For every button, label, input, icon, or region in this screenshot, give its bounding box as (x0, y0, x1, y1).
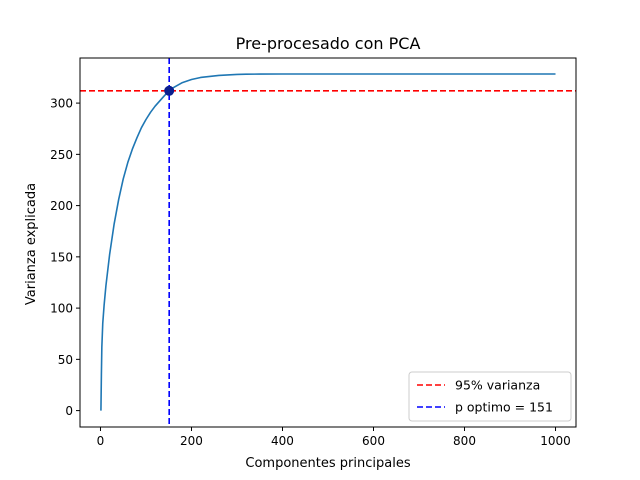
plot-content (80, 58, 576, 427)
y-tick-label-50: 50 (58, 353, 73, 367)
series-line-0 (100, 73, 556, 411)
y-tick-label-300: 300 (50, 97, 73, 111)
x-axis-label: Componentes principales (245, 456, 410, 471)
legend-box (408, 371, 572, 422)
x-tick-label-0: 0 (97, 434, 105, 448)
y-tick-label-150: 150 (50, 250, 73, 264)
plot-area (80, 58, 576, 427)
x-tick-label-200: 200 (180, 434, 203, 448)
x-tick-label-400: 400 (271, 434, 294, 448)
legend-label-1: p optimo = 151 (455, 400, 553, 415)
x-tick-label-1000: 1000 (540, 434, 571, 448)
x-tick-label-800: 800 (453, 434, 476, 448)
chart-title: Pre-procesado con PCA (236, 34, 421, 53)
y-tick-label-200: 200 (50, 199, 73, 213)
axis-ticks: 0 200 400 600 800 1000 0 50 100 150 200 250 300 (50, 97, 571, 448)
legend-label-0: 95% varianza (455, 378, 540, 393)
y-tick-label-0: 0 (65, 404, 73, 418)
y-axis-label: Varianza explicada (24, 183, 39, 305)
plot-frame (79, 57, 577, 428)
optimal-point-marker (164, 85, 175, 96)
y-tick-label-250: 250 (50, 148, 73, 162)
x-tick-label-600: 600 (362, 434, 385, 448)
y-tick-label-100: 100 (50, 302, 73, 316)
legend: 95% varianza p optimo = 151 (408, 371, 572, 422)
